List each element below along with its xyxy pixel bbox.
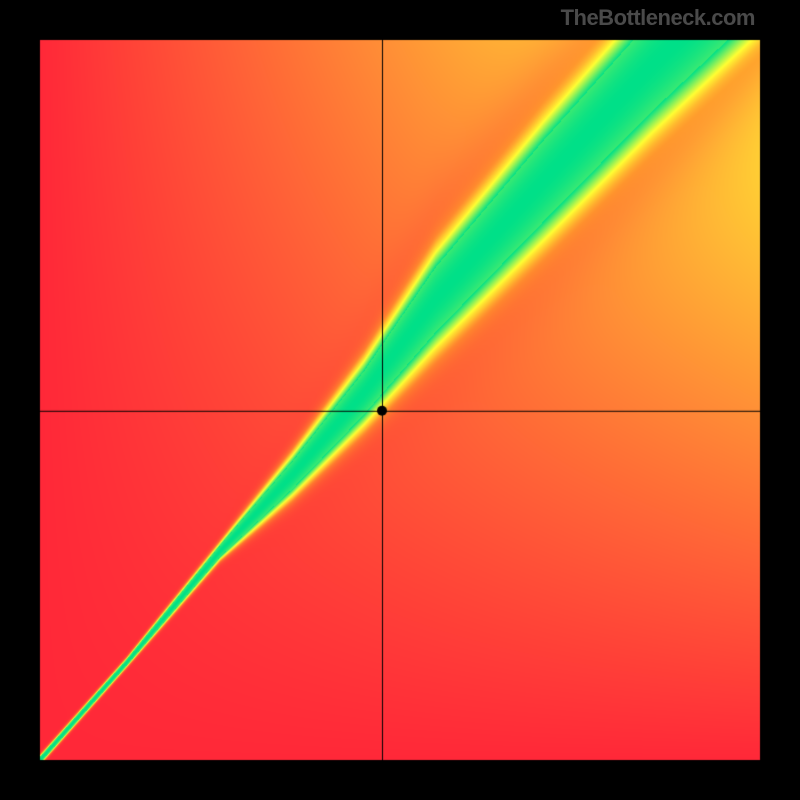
chart-container: TheBottleneck.com bbox=[0, 0, 800, 800]
watermark-text: TheBottleneck.com bbox=[561, 5, 755, 31]
bottleneck-heatmap bbox=[0, 0, 800, 800]
